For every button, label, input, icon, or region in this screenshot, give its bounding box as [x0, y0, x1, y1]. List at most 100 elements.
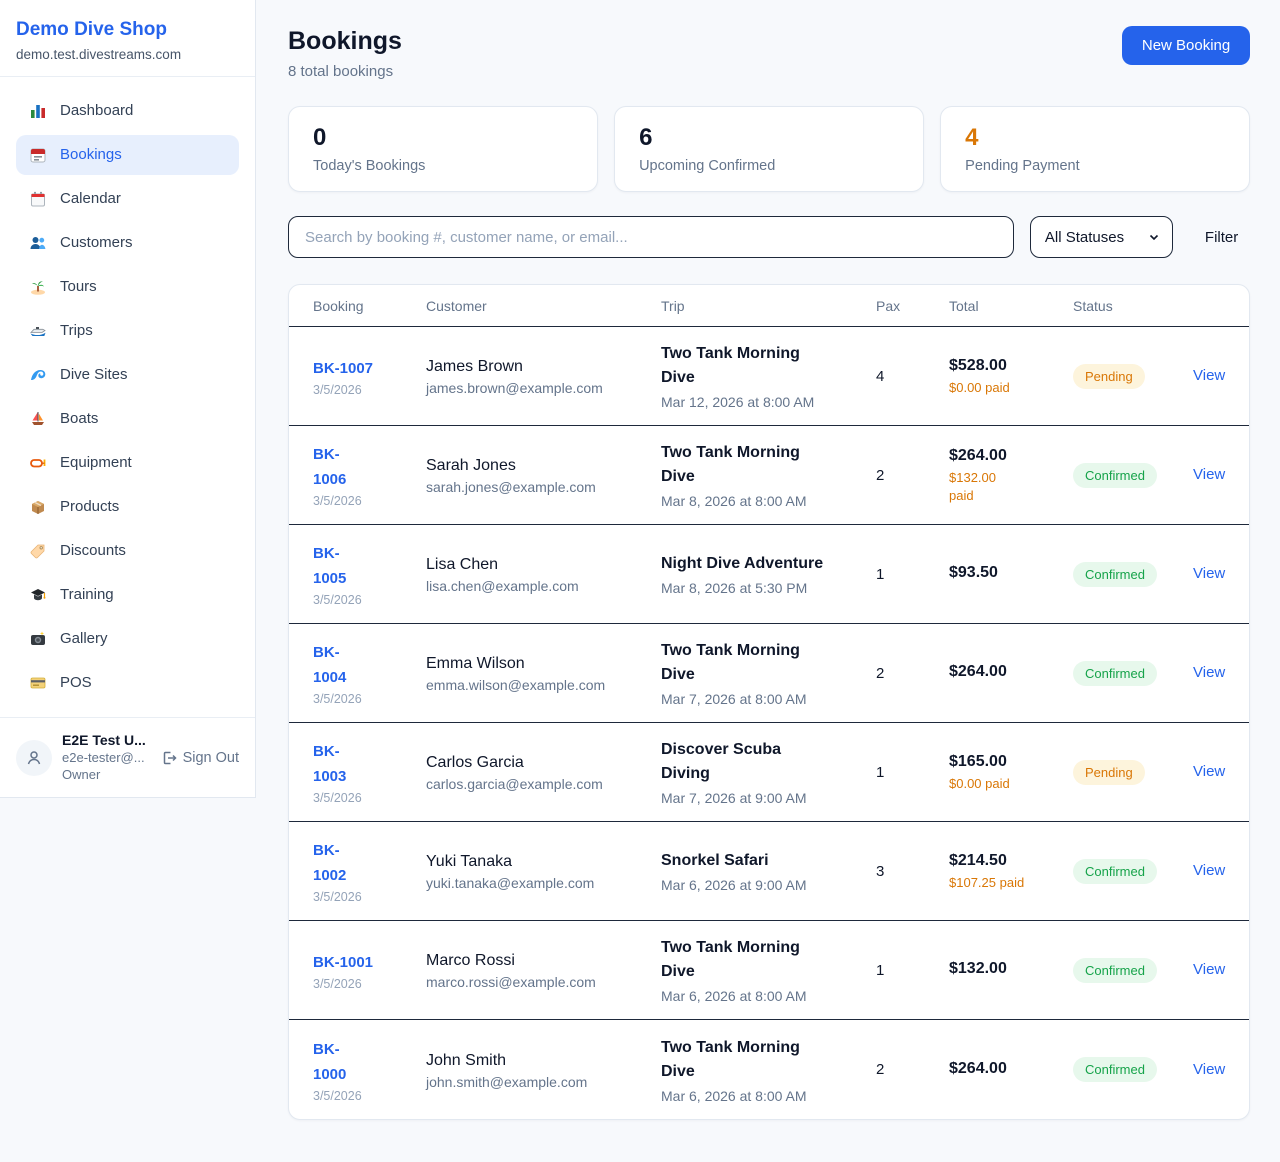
status-badge: Pending [1073, 363, 1145, 389]
booking-id-link[interactable]: BK- 1006 [313, 446, 347, 488]
main-content: Bookings 8 total bookings New Booking 0 … [256, 0, 1280, 1152]
total-amount: $132.00 [949, 960, 1007, 977]
status-filter-select[interactable]: All Statuses [1029, 216, 1173, 258]
sidebar-item-bookings[interactable]: Bookings [16, 135, 239, 175]
boats-icon [28, 410, 48, 428]
sidebar: Demo Dive Shop demo.test.divestreams.com… [0, 0, 256, 798]
view-link[interactable]: View [1193, 763, 1226, 780]
view-link[interactable]: View [1193, 664, 1226, 681]
customer-name: Sarah Jones [426, 457, 516, 474]
pax-count: 4 [876, 367, 885, 385]
sidebar-item-dive-sites[interactable]: Dive Sites [16, 355, 239, 395]
column-header-status: Status [1073, 297, 1113, 314]
view-link[interactable]: View [1193, 367, 1226, 384]
pax-count: 2 [876, 1061, 885, 1078]
sidebar-nav: Dashboard Bookings Calendar Customers To… [0, 77, 255, 717]
pax-count: 1 [876, 565, 885, 583]
sidebar-item-equipment[interactable]: Equipment [16, 443, 239, 483]
sidebar-item-products[interactable]: Products [16, 487, 239, 527]
booking-date: 3/5/2026 [313, 692, 362, 706]
products-icon [28, 498, 48, 516]
trip-name: Discover Scuba Diving [661, 741, 782, 782]
table-row: BK- 1000 3/5/2026 John Smith john.smith@… [289, 1020, 1249, 1119]
table-row: BK- 1005 3/5/2026 Lisa Chen lisa.chen@ex… [289, 525, 1250, 624]
pax-count: 1 [876, 763, 885, 781]
tours-icon [28, 278, 48, 296]
user-meta: E2E Test U... e2e-tester@... Owner [62, 732, 146, 783]
booking-id-link[interactable]: BK- 1005 [313, 545, 347, 587]
table-row: BK- 1003 3/5/2026 Carlos Garcia carlos.g… [289, 723, 1250, 822]
chevron-down-icon [1148, 231, 1160, 243]
sidebar-item-customers[interactable]: Customers [16, 223, 239, 263]
main-header: Bookings 8 total bookings New Booking [288, 26, 1251, 80]
paid-amount: $132.00 paid [949, 470, 996, 503]
customer-email: yuki.tanaka@example.com [426, 875, 595, 891]
view-link[interactable]: View [1193, 961, 1226, 978]
sidebar-item-label: Customers [60, 234, 133, 251]
equipment-icon [28, 454, 48, 472]
trip-datetime: Mar 8, 2026 at 5:30 PM [661, 580, 808, 596]
view-link[interactable]: View [1193, 565, 1226, 582]
user-role: Owner [62, 767, 101, 782]
brand-block: Demo Dive Shop demo.test.divestreams.com [0, 0, 255, 77]
status-badge: Confirmed [1073, 561, 1157, 587]
column-header-trip: Trip [661, 297, 685, 314]
booking-id-link[interactable]: BK-1007 [313, 359, 374, 377]
paid-amount: $0.00 paid [949, 380, 1010, 395]
sidebar-item-dashboard[interactable]: Dashboard [16, 91, 239, 131]
sidebar-item-pos[interactable]: POS [16, 663, 239, 703]
sidebar-item-label: Equipment [60, 454, 132, 471]
view-link[interactable]: View [1193, 466, 1226, 483]
new-booking-button[interactable]: New Booking [1121, 26, 1251, 65]
user-email: e2e-tester@... [62, 750, 145, 765]
booking-id-link[interactable]: BK- 1002 [313, 842, 347, 884]
trip-datetime: Mar 12, 2026 at 8:00 AM [661, 394, 815, 410]
sidebar-item-tours[interactable]: Tours [16, 267, 239, 307]
calendar-icon [28, 190, 48, 208]
sidebar-item-label: Tours [60, 278, 97, 295]
sidebar-item-label: POS [60, 674, 92, 691]
booking-date: 3/5/2026 [313, 593, 362, 607]
view-link[interactable]: View [1193, 1060, 1226, 1078]
booking-id-link[interactable]: BK- 1003 [313, 743, 347, 785]
total-amount: $528.00 [949, 357, 1007, 374]
sidebar-item-training[interactable]: Training [16, 575, 239, 615]
search-input[interactable] [288, 216, 1014, 258]
trip-name: Night Dive Adventure [661, 555, 824, 572]
bookings-icon [28, 146, 48, 164]
trip-name: Two Tank Morning Dive [661, 345, 800, 386]
booking-id-link[interactable]: BK- 1004 [313, 644, 347, 686]
page-subtitle: 8 total bookings [288, 63, 394, 80]
total-amount: $264.00 [949, 1059, 1007, 1077]
trip-datetime: Mar 8, 2026 at 8:00 AM [661, 493, 807, 509]
view-link[interactable]: View [1193, 862, 1226, 879]
total-amount: $264.00 [949, 663, 1007, 680]
trip-name: Two Tank Morning Dive [661, 444, 800, 485]
sidebar-item-trips[interactable]: Trips [16, 311, 239, 351]
gallery-icon [28, 630, 48, 648]
pax-count: 1 [876, 961, 885, 979]
sidebar-item-label: Dashboard [60, 102, 134, 119]
sidebar-item-label: Products [60, 498, 120, 515]
sidebar-item-discounts[interactable]: Discounts [16, 531, 239, 571]
status-filter-value: All Statuses [1044, 228, 1125, 246]
pax-count: 3 [876, 862, 885, 880]
pax-count: 2 [876, 466, 885, 484]
booking-id-link[interactable]: BK-1001 [313, 953, 374, 971]
user-box: E2E Test U... e2e-tester@... Owner Sign … [0, 717, 255, 797]
stat-label: Pending Payment [965, 158, 1080, 174]
filter-button[interactable]: Filter [1193, 229, 1250, 246]
sign-out-icon [161, 750, 177, 766]
sign-out-button[interactable]: Sign Out [161, 750, 239, 766]
sidebar-item-boats[interactable]: Boats [16, 399, 239, 439]
trip-datetime: Mar 6, 2026 at 8:00 AM [661, 988, 807, 1004]
stat-card-todays-bookings: 0 Today's Bookings [288, 106, 599, 192]
customer-email: carlos.garcia@example.com [426, 776, 603, 792]
customer-email: sarah.jones@example.com [426, 479, 596, 495]
trip-datetime: Mar 7, 2026 at 8:00 AM [661, 691, 807, 707]
sidebar-item-gallery[interactable]: Gallery [16, 619, 239, 659]
status-badge: Confirmed [1073, 957, 1157, 983]
sidebar-item-calendar[interactable]: Calendar [16, 179, 239, 219]
booking-id-link[interactable]: BK- 1000 [313, 1040, 347, 1083]
